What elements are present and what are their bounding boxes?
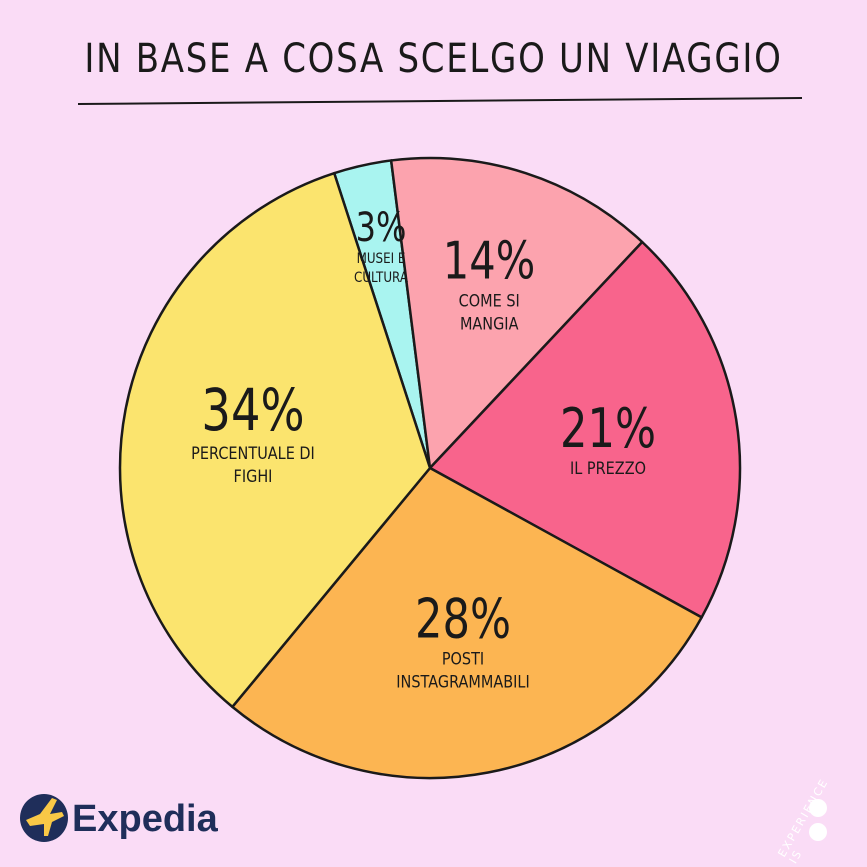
slice-label: 34% PERCENTUALE DI FIGHI	[178, 379, 328, 489]
value-label: 14%	[443, 231, 536, 292]
category-label: POSTI INSTAGRAMMABILI	[396, 649, 530, 693]
pie-slice	[231, 466, 703, 780]
slice-label: 28% POSTI INSTAGRAMMABILI	[378, 589, 548, 694]
slice-label: 21% IL PREZZO	[538, 396, 678, 481]
category-label: MUSEI E CULTURA	[353, 251, 408, 287]
pie-slice	[118, 171, 432, 709]
logo-icon	[20, 794, 827, 842]
title-underline	[77, 97, 803, 105]
slice-label: 14% COME SI MANGIA	[432, 231, 548, 337]
category-label: COME SI MANGIA	[458, 291, 520, 335]
category-label: IL PREZZO	[569, 459, 646, 480]
value-label: 28%	[415, 586, 512, 650]
pie-slice	[389, 156, 644, 470]
brand: Expedia	[72, 798, 218, 840]
category-label: PERCENTUALE DI FIGHI	[191, 444, 316, 488]
value-label: 34%	[201, 376, 305, 445]
pie-slice	[428, 240, 742, 619]
chart-title: IN BASE A COSA SCELGO UN VIAGGIO	[84, 36, 783, 82]
value-label: 3%	[355, 205, 407, 252]
slice-label: 3% MUSEI E CULTURA	[341, 206, 421, 288]
value-label: 21%	[559, 396, 656, 460]
